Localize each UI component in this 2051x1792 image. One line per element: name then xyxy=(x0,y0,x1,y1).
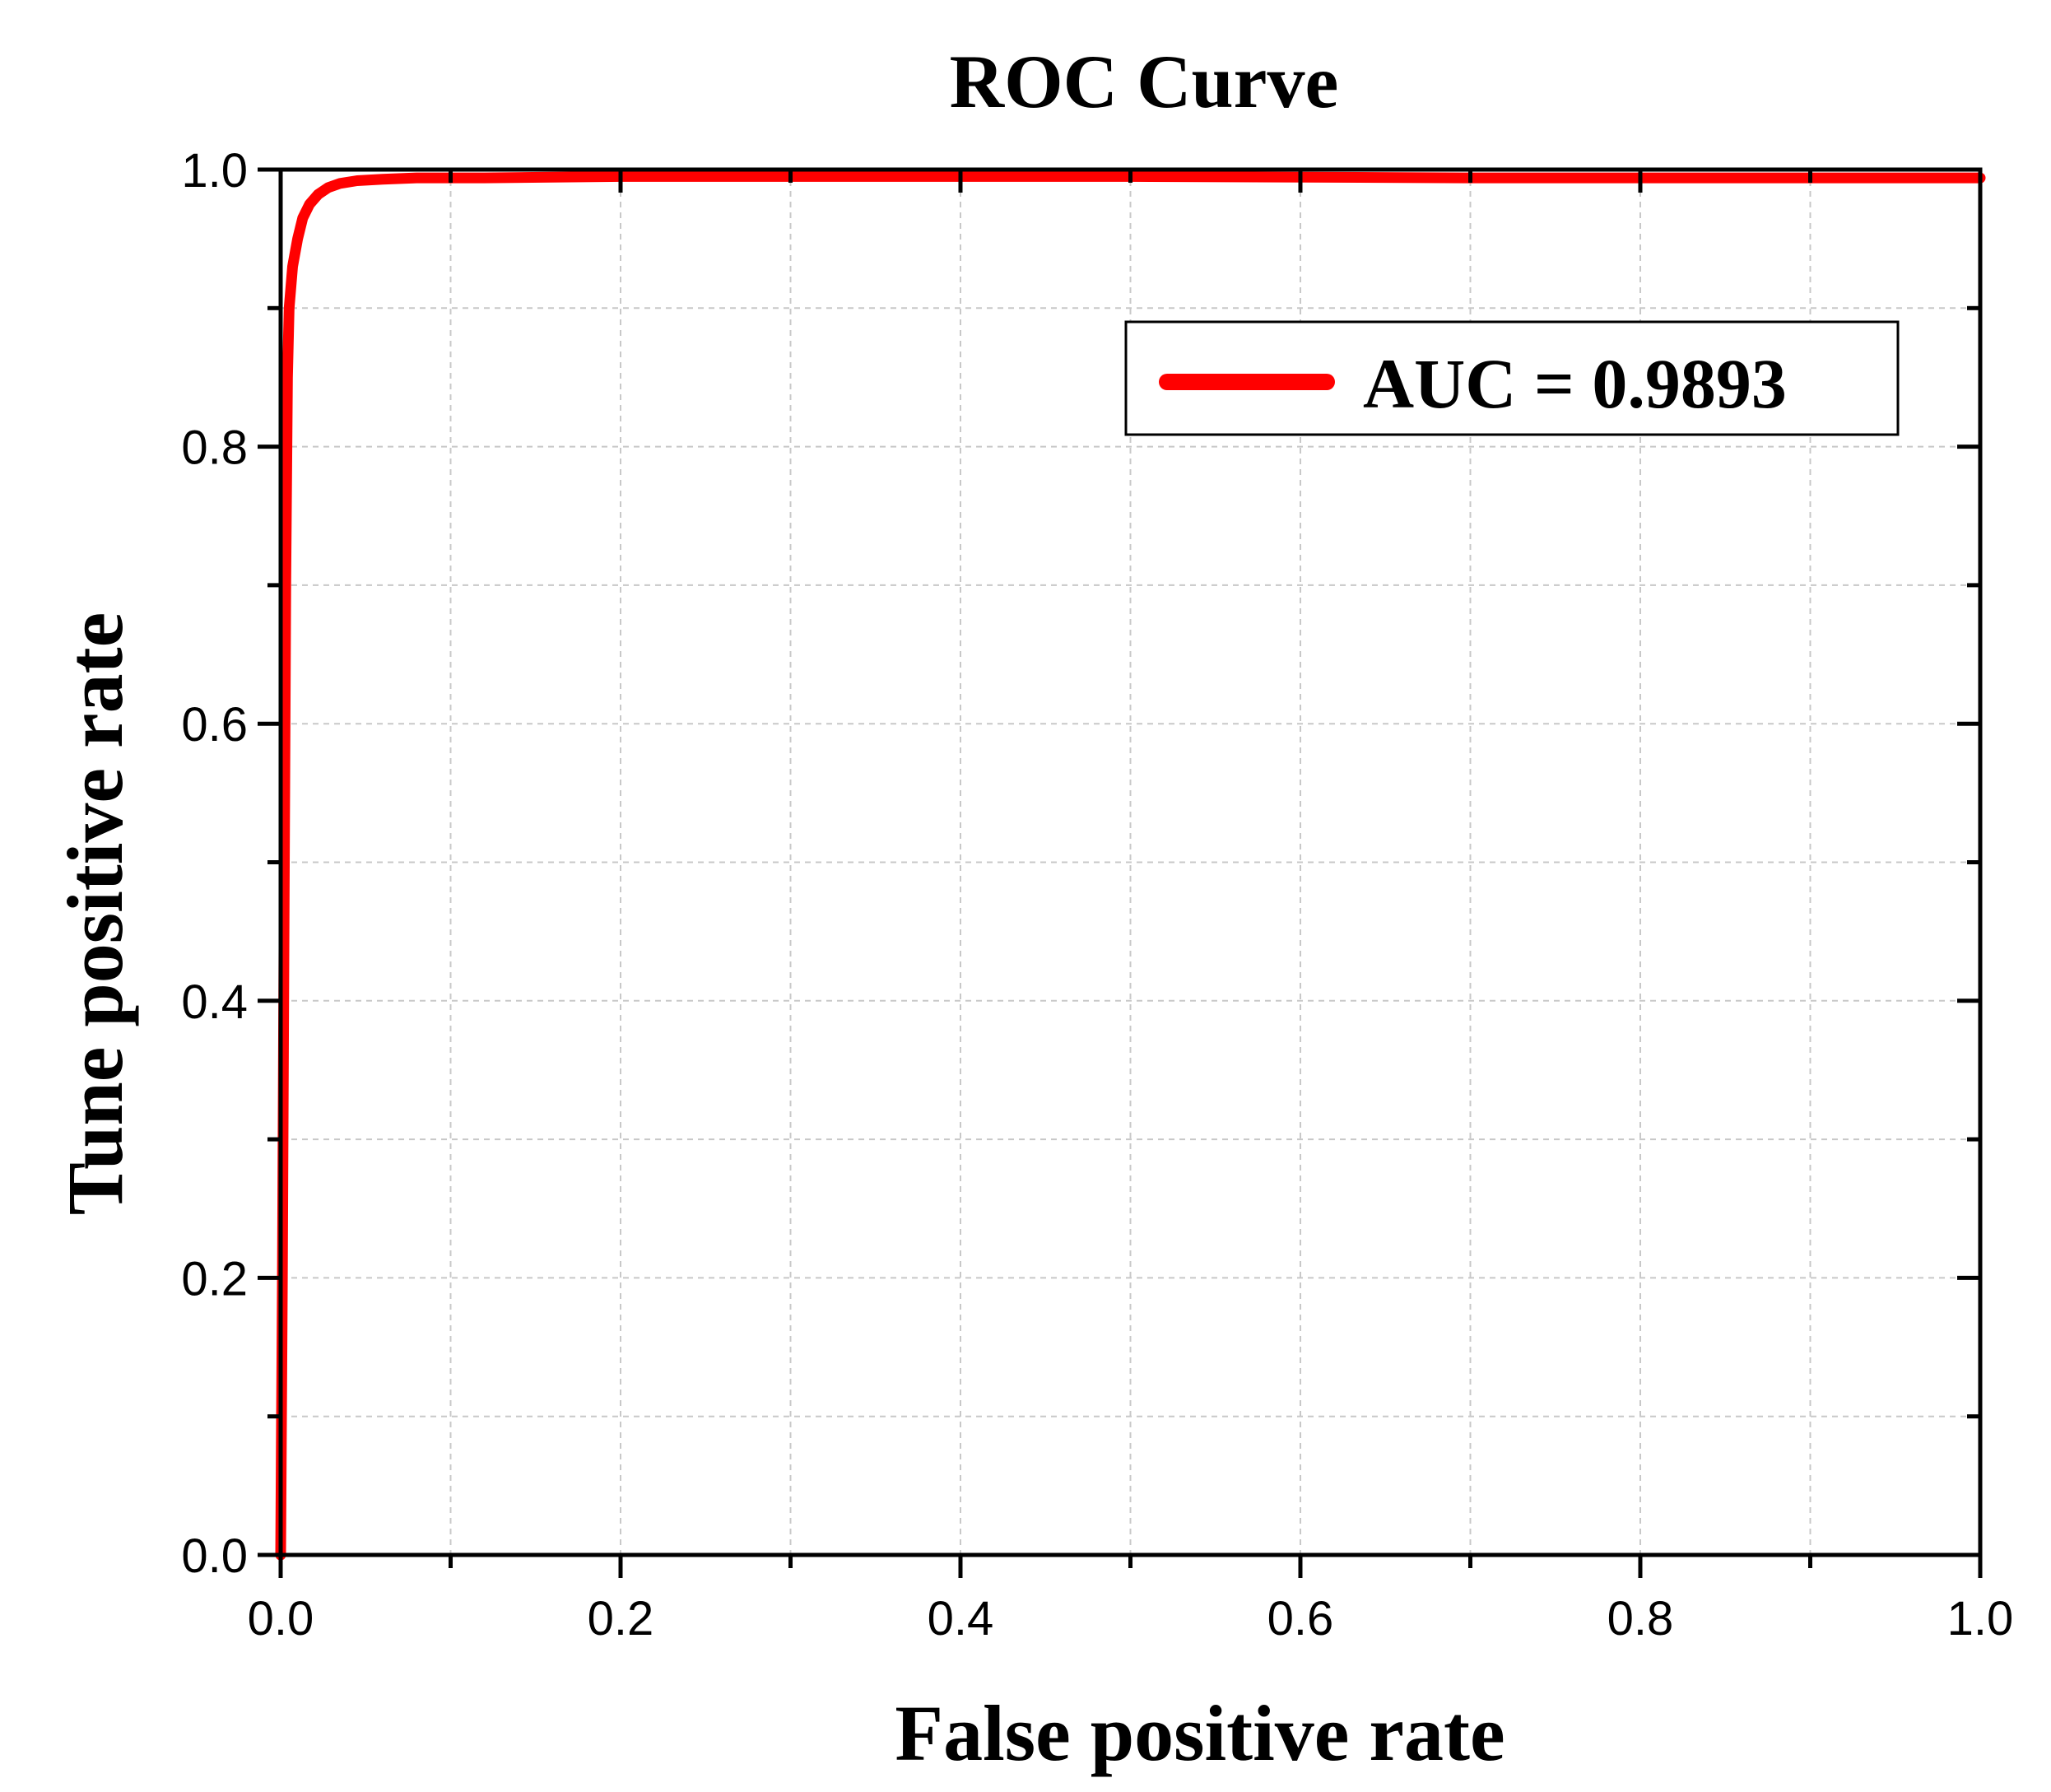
y-tick-label: 0.4 xyxy=(181,975,248,1029)
x-tick-label: 1.0 xyxy=(1947,1592,2014,1645)
legend-label: AUC = 0.9893 xyxy=(1363,344,1787,423)
x-tick-label: 0.0 xyxy=(248,1592,314,1645)
legend: AUC = 0.9893 xyxy=(1124,320,1900,436)
x-tick-label: 0.4 xyxy=(928,1592,994,1645)
y-axis-label: Tune positive rate xyxy=(51,612,139,1215)
axis-ticks: 0.0 0.2 0.4 0.6 0.8 1.0 0.0 0.2 0.4 0.6 0.8 1.0 xyxy=(181,144,2013,1645)
chart-title: ROC Curve xyxy=(950,40,1339,123)
y-tick-label: 0.6 xyxy=(181,698,248,752)
grid xyxy=(281,170,1980,1555)
y-tick-label: 0.0 xyxy=(181,1529,248,1583)
x-tick-label: 0.2 xyxy=(588,1592,654,1645)
y-tick-label: 0.8 xyxy=(181,421,248,475)
y-tick-label: 0.2 xyxy=(181,1252,248,1306)
x-tick-label: 0.6 xyxy=(1267,1592,1334,1645)
x-axis-label: False positive rate xyxy=(895,1689,1505,1777)
y-tick-label: 1.0 xyxy=(181,144,248,198)
x-tick-label: 0.8 xyxy=(1607,1592,1674,1645)
